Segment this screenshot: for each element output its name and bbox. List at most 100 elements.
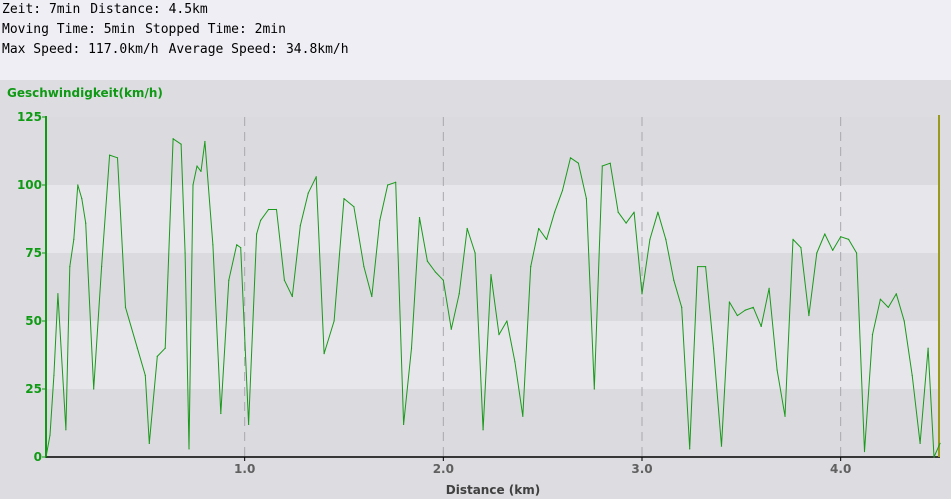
speed-data-point bbox=[248, 423, 250, 425]
grid-band bbox=[46, 117, 940, 185]
speed-data-point bbox=[188, 448, 190, 450]
speed-data-point bbox=[291, 295, 293, 298]
moving-time-label: Moving Time: bbox=[2, 22, 96, 37]
y-tick-label: 25 bbox=[25, 382, 42, 396]
speed-data-point bbox=[871, 334, 874, 336]
speed-data-point bbox=[530, 266, 532, 268]
speed-data-point bbox=[363, 266, 365, 268]
speed-data-point bbox=[585, 198, 587, 200]
speed-data-point bbox=[144, 374, 146, 376]
speed-data-point bbox=[939, 442, 941, 444]
speed-data-point bbox=[333, 320, 335, 322]
speed-data-point bbox=[704, 266, 707, 268]
speed-data-point bbox=[736, 314, 738, 317]
speed-data-point bbox=[855, 252, 858, 254]
speed-data-point bbox=[848, 238, 850, 240]
speed-data-point bbox=[792, 238, 794, 240]
speed-data-point bbox=[395, 181, 397, 183]
speed-data-point bbox=[816, 252, 818, 254]
distance-label: Distance: bbox=[90, 2, 161, 17]
speed-data-point bbox=[482, 429, 484, 431]
average-speed-value: 34.8km/h bbox=[285, 42, 349, 57]
distance-value: 4.5km bbox=[168, 2, 208, 17]
speed-data-point bbox=[184, 252, 186, 254]
speed-data-point bbox=[490, 274, 492, 276]
x-tick-label: 2.0 bbox=[433, 462, 454, 476]
speed-data-point bbox=[522, 415, 524, 417]
speed-data-point bbox=[569, 157, 572, 159]
speed-data-point bbox=[681, 306, 683, 308]
speed-data-point bbox=[228, 279, 230, 281]
y-axis-title: Geschwindigkeit(km/h) bbox=[7, 86, 163, 100]
speed-data-point bbox=[180, 143, 182, 145]
speed-data-point bbox=[768, 287, 770, 289]
stats-line-2: Moving Time: 5min Stopped Time: 2min bbox=[2, 20, 942, 40]
y-tick-label: 75 bbox=[25, 246, 42, 260]
speed-data-point bbox=[895, 293, 897, 295]
speed-data-point bbox=[601, 165, 603, 167]
max-speed-value: 117.0km/h bbox=[88, 42, 159, 57]
speed-data-point bbox=[903, 320, 905, 322]
speed-data-point bbox=[156, 355, 158, 357]
speed-chart[interactable]: 0 25 50 75 100 125 1.0 2.0 3.0 4.0 Distance (km) bbox=[0, 80, 951, 499]
speed-data-point bbox=[212, 244, 214, 246]
speed-data-point bbox=[863, 450, 866, 453]
max-speed-label: Max Speed: bbox=[2, 42, 81, 57]
speed-data-point bbox=[434, 271, 436, 273]
speed-chart-panel: 0 25 50 75 100 125 1.0 2.0 3.0 4.0 Distance (km) bbox=[0, 80, 951, 499]
speed-data-point bbox=[800, 246, 802, 249]
stats-line-3: Max Speed: 117.0km/h Average Speed: 34.8k… bbox=[2, 40, 942, 60]
x-tick-label: 4.0 bbox=[830, 462, 851, 476]
speed-data-point bbox=[689, 448, 691, 450]
speed-data-point bbox=[538, 227, 540, 230]
speed-data-point bbox=[116, 157, 119, 159]
speed-data-point bbox=[546, 238, 548, 240]
speed-data-point bbox=[474, 252, 476, 254]
speed-data-point bbox=[832, 249, 834, 251]
speed-data-point bbox=[506, 320, 508, 322]
speed-data-point bbox=[236, 244, 238, 246]
speed-data-point bbox=[593, 388, 595, 390]
speed-data-point bbox=[267, 208, 270, 211]
speed-data-point bbox=[124, 306, 127, 308]
speed-data-point bbox=[697, 266, 699, 268]
speed-data-point bbox=[101, 266, 103, 268]
speed-data-point bbox=[927, 347, 929, 349]
grid-band bbox=[46, 185, 940, 253]
speed-data-point bbox=[283, 279, 285, 281]
speed-data-point bbox=[879, 298, 882, 300]
ride-stats: Zeit: 7min Distance: 4.5km Moving Time: 5… bbox=[2, 0, 942, 60]
speed-data-point bbox=[240, 246, 242, 249]
grid-band bbox=[46, 321, 940, 389]
grid-band bbox=[46, 389, 940, 457]
speed-data-point bbox=[744, 309, 746, 311]
speed-data-point bbox=[299, 225, 301, 227]
y-tick-label: 0 bbox=[34, 450, 42, 464]
speed-data-point bbox=[665, 238, 667, 240]
speed-data-point bbox=[840, 236, 842, 238]
speed-data-point bbox=[553, 211, 556, 213]
speed-data-point bbox=[164, 347, 166, 349]
speed-data-point bbox=[85, 222, 87, 224]
speed-data-point bbox=[426, 260, 429, 262]
stopped-time-value: 2min bbox=[254, 22, 286, 37]
speed-data-point bbox=[919, 442, 921, 444]
time-value: 7min bbox=[48, 2, 81, 17]
speed-data-point bbox=[514, 361, 516, 363]
speed-data-point bbox=[275, 208, 278, 211]
speed-data-point bbox=[108, 154, 111, 156]
speed-data-point bbox=[200, 170, 202, 172]
speed-data-point bbox=[387, 184, 389, 186]
speed-data-point bbox=[192, 184, 194, 186]
speed-data-point bbox=[136, 347, 138, 349]
speed-data-point bbox=[911, 374, 913, 376]
y-tick-label: 125 bbox=[17, 110, 42, 124]
speed-data-point bbox=[776, 369, 778, 371]
speed-data-point bbox=[728, 301, 731, 303]
speed-data-point bbox=[307, 192, 309, 194]
speed-data-point bbox=[641, 293, 643, 295]
speed-data-point bbox=[760, 325, 762, 328]
speed-data-point bbox=[323, 353, 325, 355]
speed-data-point bbox=[315, 176, 317, 178]
speed-data-point bbox=[93, 388, 95, 390]
